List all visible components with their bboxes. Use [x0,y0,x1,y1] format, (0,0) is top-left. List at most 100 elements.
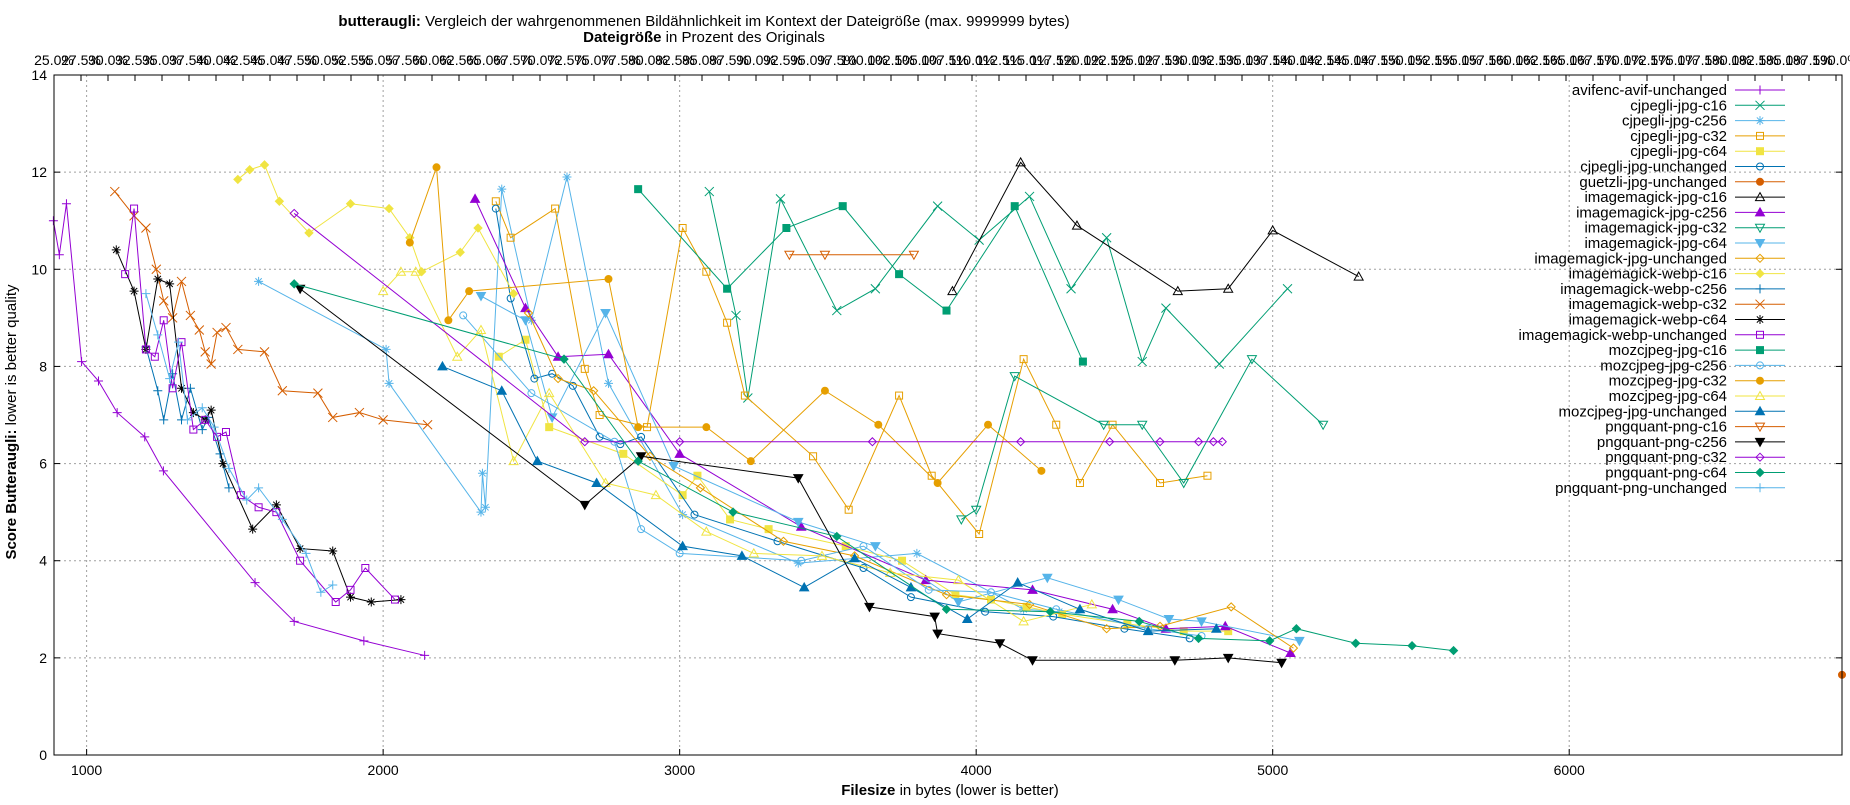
data-point [702,267,711,276]
top-tick-label: 190.0% [1812,52,1850,68]
top-tick-label: 137.5% [1245,52,1292,68]
data-point [1107,603,1118,614]
top-tick-label: 70.0% [520,52,560,68]
data-point [947,285,958,296]
top-tick-label: 142.5% [1299,52,1346,68]
top-tick-label: 40.0% [196,52,236,68]
data-point [224,463,234,473]
data-point [984,420,993,429]
data-point [508,455,519,466]
data-point [637,432,646,441]
top-tick-label: 35.0% [142,52,182,68]
top-tick-label: 165.0% [1542,52,1589,68]
data-point [551,204,560,213]
data-point [908,250,920,261]
data-point [668,462,680,472]
series-line [462,315,1202,637]
data-point [546,413,558,423]
data-point [259,347,270,357]
series-avifenc-avif-unchanged [48,199,430,660]
chart-subtitle-bold: Dateigröße [583,29,661,46]
data-point [838,202,847,211]
data-point [932,201,943,211]
top-tick-label: 50.0% [304,52,344,68]
data-point [633,456,643,466]
data-point [248,524,258,534]
data-point [497,184,507,194]
data-point [422,419,433,430]
data-point [506,233,515,242]
data-point [77,357,87,367]
data-point [1113,595,1124,606]
series-mozcjpeg-jpg-c256 [459,311,1206,640]
legend-item: cjpegli-jpg-c256 [1622,113,1785,130]
data-point [1208,437,1219,447]
data-point [1288,643,1299,653]
top-tick-label: 167.5% [1569,52,1616,68]
legend-label: pngquant-png-c64 [1605,465,1727,482]
data-point [1074,603,1086,614]
data-point [221,322,231,333]
x-tick-label: 2000 [368,762,399,778]
series-mozcjpeg-jpg-c32 [405,163,1046,487]
data-point [328,580,338,590]
series-line [382,271,1092,622]
series-line [637,188,1084,362]
data-point [395,266,407,276]
data-point [874,420,883,429]
data-point [746,457,755,466]
legend-item: pngquant-png-c32 [1605,449,1785,466]
data-point [167,313,178,323]
data-point [527,389,536,398]
data-point [359,636,369,646]
data-point [792,517,804,528]
top-tick-label: 65.0% [466,52,506,68]
data-point [859,542,868,551]
y-axis-title-rest: lower is better quality [3,284,20,430]
top-tick-label: 90.0% [736,52,776,68]
series-imagemagick-jpg-c16 [947,156,1365,296]
data-point [1448,645,1459,656]
legend-label: imagemagick-webp-c32 [1569,296,1727,313]
data-point [1755,116,1765,126]
top-tick-label: 72.5% [547,52,587,68]
legend-item: pngquant-png-c256 [1597,434,1785,451]
data-point [603,378,613,388]
data-point [206,359,217,369]
data-point [1754,390,1766,400]
top-tick-label: 60.0% [412,52,452,68]
data-point [366,597,376,607]
legend-label: imagemagick-webp-c16 [1569,266,1727,283]
data-point [159,415,169,425]
data-point [898,556,907,565]
data-point [728,507,738,517]
top-tick-label: 27.5% [61,52,101,68]
top-tick-label: 107.5% [921,52,968,68]
data-point [304,228,314,238]
data-point [491,204,500,213]
y-tick-label: 10 [31,261,47,277]
top-tick-label: 30.0% [88,52,128,68]
series-line [115,249,401,603]
series-line [952,161,1359,292]
series-line [294,283,1454,652]
top-tick-label: 187.5% [1785,52,1832,68]
data-point [250,578,260,588]
top-tick-label: 122.5% [1083,52,1130,68]
legend-item: cjpegli-jpg-c64 [1630,143,1785,160]
data-point [1134,616,1144,627]
data-point [604,275,613,283]
x-tick-label: 3000 [664,762,695,778]
legend-item: imagemagick-webp-c64 [1569,312,1785,329]
data-point [277,385,288,396]
top-tick-label: 110.0% [949,52,995,68]
data-point [600,309,611,319]
data-point [345,199,356,209]
data-point [1120,624,1129,633]
legend-label: mozcjpeg-jpg-c32 [1609,373,1727,390]
data-point [1276,658,1287,669]
data-point [54,250,64,260]
data-point [289,208,299,219]
data-point [1214,359,1225,369]
data-point [476,507,486,517]
